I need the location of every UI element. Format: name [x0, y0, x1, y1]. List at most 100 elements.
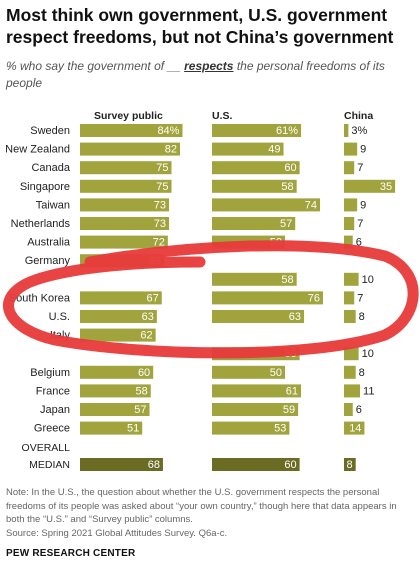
subtitle-text: % who say the government of __ [6, 59, 185, 73]
data-label: 10 [362, 348, 374, 360]
data-label: 63 [289, 311, 301, 323]
bar [212, 179, 297, 193]
data-label: 82 [165, 144, 177, 156]
category-label: Sweden [30, 125, 70, 137]
bar-chart: Survey public U.S. China Sweden 84% 61% 3% New … [3, 110, 419, 471]
data-label: 75 [156, 181, 168, 193]
data-label: 10 [362, 274, 374, 286]
data-label: 51 [127, 423, 139, 435]
bar [344, 421, 365, 435]
data-label: 53 [274, 423, 286, 435]
data-label: 61 [286, 385, 298, 397]
org-name: PEW RESEARCH CENTER [6, 548, 136, 559]
category-label: Canada [31, 162, 70, 174]
data-label: 9 [360, 144, 366, 156]
data-label: 58 [281, 181, 293, 193]
data-label: 60 [138, 367, 150, 379]
data-label: 49 [268, 144, 280, 156]
bar [344, 365, 356, 379]
source-text: Source: Spring 2021 Global Attitudes Sur… [6, 527, 228, 539]
median-value: 68 [148, 459, 160, 471]
category-label: Australia [27, 237, 71, 249]
data-label: 63 [142, 311, 154, 323]
bar [212, 384, 302, 398]
median-bar [212, 458, 300, 471]
bar [344, 161, 355, 175]
data-label: 74 [305, 199, 317, 211]
data-label: 57 [134, 404, 146, 416]
data-label: 50 [270, 367, 282, 379]
column-header: Survey public [94, 110, 163, 122]
bar [80, 161, 172, 175]
median-label: OVERALL [22, 442, 71, 454]
data-label: 72 [153, 237, 165, 249]
bar [344, 124, 349, 137]
bar [212, 291, 323, 305]
data-label: 76 [308, 292, 320, 304]
chart-title: Most think own government, U.S. governme… [6, 5, 394, 47]
data-label: 6 [356, 404, 362, 416]
category-label: Taiwan [36, 199, 70, 211]
bar [344, 142, 358, 156]
bar [344, 403, 353, 416]
data-label: 67 [146, 292, 158, 304]
category-label: Belgium [30, 367, 70, 379]
data-label: 61% [276, 125, 298, 137]
category-label: Netherlands [11, 218, 71, 230]
category-label: Greece [34, 423, 70, 435]
data-label: 8 [359, 367, 365, 379]
subtitle-keyword: respects [184, 59, 234, 73]
bar [212, 403, 299, 416]
category-label: South Korea [9, 292, 71, 304]
category-label: France [36, 385, 70, 397]
data-label: 3% [351, 125, 367, 137]
chart-subtitle: % who say the government of __ respects … [6, 58, 414, 92]
median-value: 8 [347, 459, 353, 471]
data-label: 57 [280, 218, 292, 230]
data-label: 58 [136, 385, 148, 397]
bar [344, 217, 355, 230]
bar [80, 198, 170, 212]
data-label: 35 [380, 181, 392, 193]
data-label: 8 [359, 311, 365, 323]
bar [212, 421, 290, 435]
data-label: 6 [356, 237, 362, 249]
data-label: 9 [360, 199, 366, 211]
data-label: 7 [357, 292, 363, 304]
column-header: U.S. [212, 110, 233, 122]
bar [212, 124, 302, 137]
note-text: Note: In the U.S., the question about wh… [6, 487, 397, 525]
bar [80, 310, 157, 323]
bar [80, 328, 156, 342]
bar [344, 384, 361, 398]
bar [80, 291, 162, 305]
median-bar [80, 458, 163, 471]
category-label: Singapore [20, 181, 70, 193]
bar [212, 272, 297, 286]
category-label: U.S. [49, 311, 70, 323]
data-label: 59 [283, 404, 295, 416]
data-label: 60 [284, 162, 296, 174]
data-label: 84% [157, 125, 179, 137]
median-label: MEDIAN [29, 459, 70, 471]
annotation-circle [3, 240, 419, 359]
bar [80, 403, 150, 416]
data-label: 75 [156, 162, 168, 174]
footnote: Note: In the U.S., the question about wh… [6, 486, 414, 540]
bar [212, 217, 296, 230]
bar [212, 310, 304, 323]
bar [80, 179, 172, 193]
bar [212, 365, 285, 379]
data-label: 62 [140, 330, 152, 342]
category-label: New Zealand [5, 144, 70, 156]
bar [80, 124, 183, 137]
data-label: 7 [357, 162, 363, 174]
data-label: 14 [349, 423, 361, 435]
data-label: 11 [363, 385, 374, 397]
bar [80, 421, 143, 435]
column-header: China [344, 110, 373, 122]
bar [344, 179, 396, 193]
data-label: 73 [154, 199, 166, 211]
bar [80, 384, 151, 398]
bar [212, 198, 321, 212]
